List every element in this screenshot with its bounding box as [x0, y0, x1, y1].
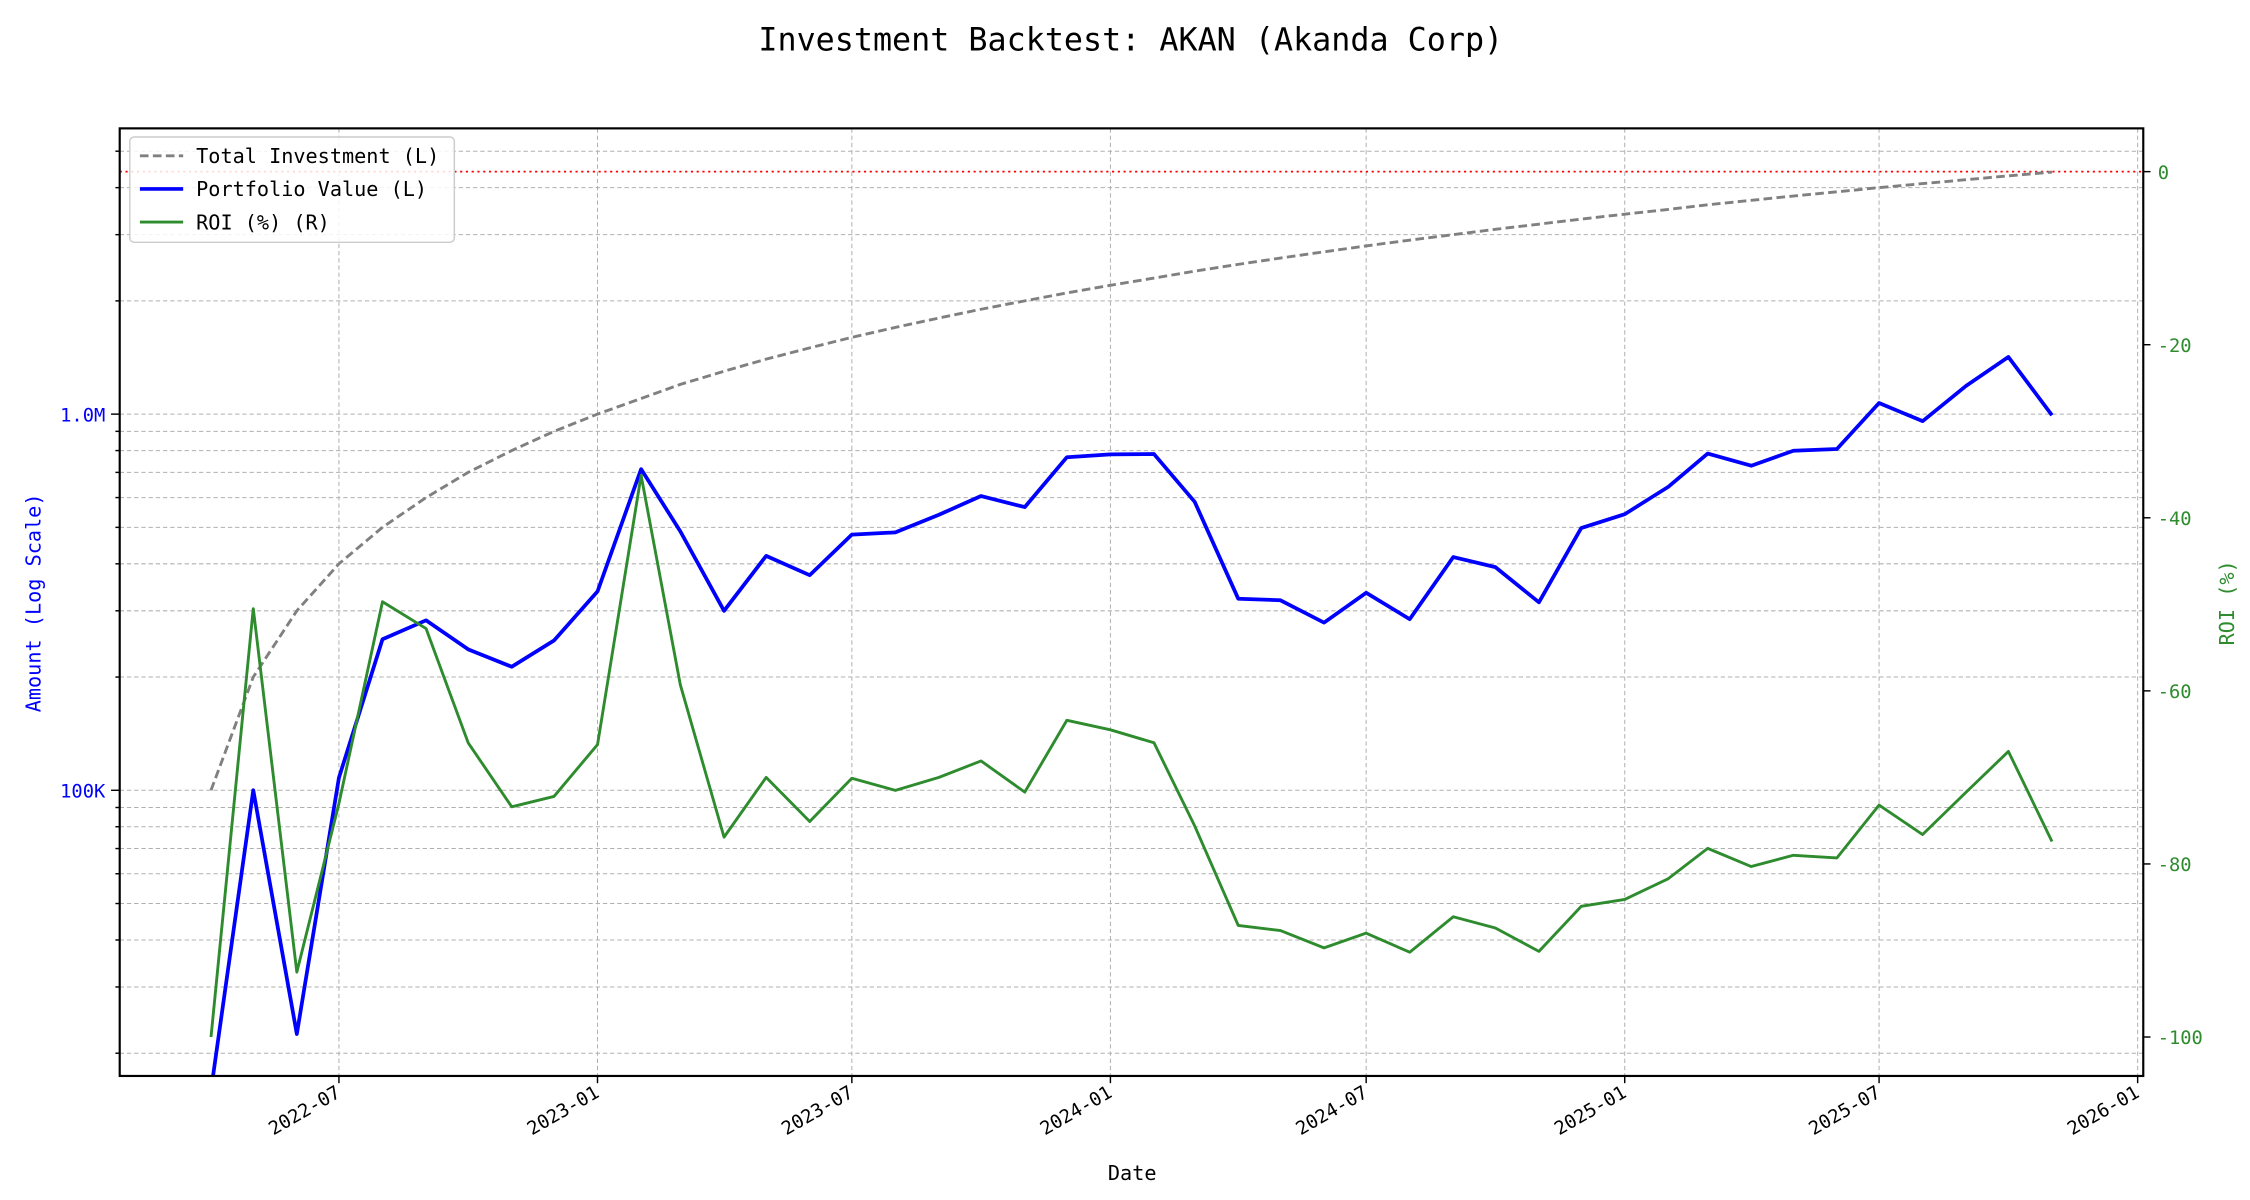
x-tick-label: 2023-07	[778, 1082, 857, 1140]
grid	[119, 128, 2144, 1076]
portfolio-value-line	[211, 355, 2054, 1076]
y-left-tick-label: 100K	[60, 781, 106, 802]
legend-label-portfolio: Portfolio Value (L)	[196, 177, 427, 201]
legend-label-investment: Total Investment (L)	[196, 144, 439, 168]
roi-line	[209, 473, 2054, 1038]
y-axis-left-label: Amount (Log Scale)	[21, 493, 45, 712]
legend-box	[129, 136, 456, 244]
y-left-tick-label: 1.0M	[60, 405, 105, 426]
y-axis-right-label: ROI (%)	[2215, 560, 2239, 645]
y-right-tick-label: -100	[2158, 1028, 2203, 1049]
chart-title: Investment Backtest: AKAN (Akanda Corp)	[758, 22, 1503, 58]
x-tick-label: 2026-01	[2064, 1082, 2143, 1140]
legend: Total Investment (L) Portfolio Value (L)…	[129, 136, 456, 244]
x-axis-label: Date	[1108, 1161, 1157, 1185]
x-tick-label: 2025-01	[1551, 1082, 1630, 1140]
x-tick-label: 2025-07	[1806, 1082, 1885, 1140]
y-right-tick-label: -60	[2158, 682, 2192, 703]
plot-frame	[118, 127, 2145, 1078]
x-tick-label: 2024-07	[1293, 1082, 1372, 1140]
legend-label-roi: ROI (%) (R)	[196, 210, 330, 234]
x-tick-label: 2022-07	[265, 1082, 344, 1140]
y-right-tick-label: -40	[2158, 509, 2192, 530]
total-investment-line	[209, 170, 2053, 791]
series-layer	[119, 170, 2144, 1076]
x-tick-label: 2024-01	[1037, 1082, 1116, 1140]
x-tick-label: 2023-01	[524, 1082, 603, 1140]
y-right-tick-label: -20	[2158, 336, 2192, 357]
y-right-tick-label: -80	[2158, 855, 2192, 876]
y-right-tick-label: 0	[2158, 163, 2169, 184]
